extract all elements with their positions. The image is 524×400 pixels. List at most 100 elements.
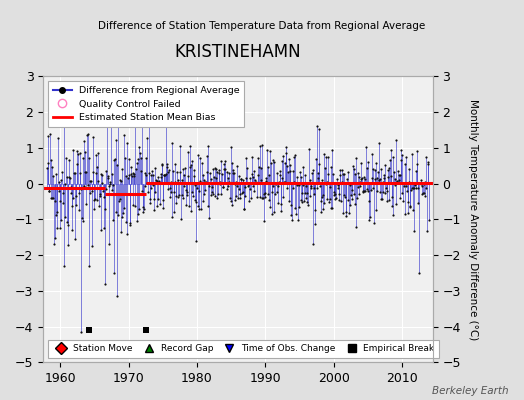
Point [189,193,197,199]
Point [381,190,390,196]
Point [50,235,59,241]
Point [54,188,63,194]
Point [51,198,59,204]
Point [222,168,231,175]
Point [175,192,183,198]
Point [312,123,321,130]
Point [183,192,191,198]
Point [91,152,100,158]
Point [258,142,266,148]
Point [254,155,263,161]
Point [341,194,349,200]
Point [411,181,419,188]
Point [194,152,202,158]
Point [310,191,318,197]
Point [155,180,163,186]
Point [134,211,142,218]
Point [111,156,119,162]
Point [150,188,159,195]
Point [259,195,267,202]
Point [239,176,247,183]
Point [250,168,258,175]
Point [65,157,73,164]
Point [356,179,364,185]
Point [192,238,200,244]
Point [421,178,430,185]
Point [331,196,340,202]
Point [325,184,334,190]
Point [200,191,209,198]
Point [352,224,361,230]
Point [221,166,229,172]
Point [261,194,269,200]
Point [399,183,408,189]
Point [140,206,148,212]
Point [285,198,293,204]
Point [142,154,150,161]
Point [58,169,66,175]
Point [270,209,279,215]
Point [94,150,103,156]
Point [423,161,432,168]
Point [46,131,54,137]
Point [241,184,249,191]
Point [85,154,93,161]
Point [420,190,428,196]
Point [380,162,389,168]
Point [357,160,365,166]
Point [73,161,81,168]
Point [277,208,286,214]
Point [395,176,403,183]
Point [145,95,153,101]
Point [196,155,204,161]
Point [403,198,412,205]
Point [150,207,158,214]
Point [110,270,118,276]
Point [384,167,392,174]
Point [266,148,275,154]
Point [397,147,405,154]
Point [391,176,399,182]
Point [374,169,382,176]
Point [56,198,64,204]
Point [326,205,335,211]
Point [114,212,123,218]
Point [159,197,168,204]
Point [210,174,218,180]
Point [105,241,114,247]
Point [185,164,194,170]
Point [83,132,91,138]
Point [78,218,86,224]
Point [275,171,283,178]
Point [345,210,353,216]
Point [246,175,255,181]
Point [181,202,190,208]
Point [252,180,260,187]
Point [323,196,332,202]
Point [405,166,413,172]
Point [206,176,215,182]
Point [281,144,290,150]
Point [89,134,97,140]
Point [254,172,262,178]
Point [67,184,75,190]
Point [55,178,63,185]
Point [214,190,222,197]
Point [100,194,108,200]
Point [266,204,274,210]
Point [97,172,106,179]
Point [304,146,313,152]
Point [372,160,380,167]
Point [319,206,327,212]
Point [251,176,259,183]
Point [382,185,390,192]
Point [141,172,150,178]
Point [319,192,328,198]
Point [61,214,70,220]
Point [42,165,51,171]
Point [249,173,257,180]
Point [228,166,237,173]
Point [385,165,394,172]
Point [225,170,234,176]
Point [242,175,250,181]
